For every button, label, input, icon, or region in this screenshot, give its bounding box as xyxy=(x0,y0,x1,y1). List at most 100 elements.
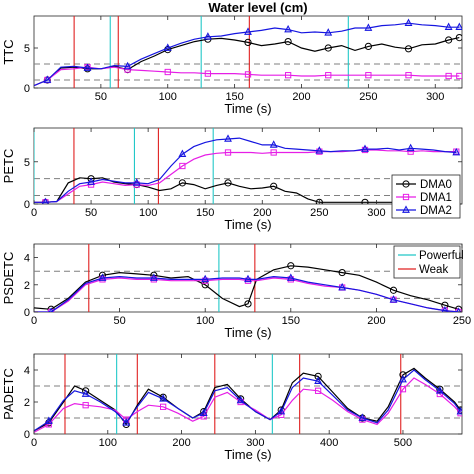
dma2-marker xyxy=(277,406,286,415)
dma2-marker xyxy=(404,18,413,27)
x-tick-label: 150 xyxy=(225,91,243,103)
y-axis-label: PADETC xyxy=(1,368,16,420)
x-tick-label: 100 xyxy=(159,91,177,103)
panel-padetc: 0 100 200 300 400 500 0 2 4 Time (s) PADETC xyxy=(1,353,463,462)
dma0-line xyxy=(34,177,457,203)
x-tick-label: 200 xyxy=(172,437,190,449)
dma2-marker xyxy=(178,149,187,158)
dma0-marker xyxy=(270,182,278,190)
plot-area xyxy=(34,354,462,434)
dma0-marker xyxy=(445,36,453,44)
dma0-marker xyxy=(314,372,322,380)
x-tick-label: 500 xyxy=(394,437,412,449)
axes-frame xyxy=(33,353,463,435)
y-axis-label: PSDETC xyxy=(1,252,16,305)
dma2-marker xyxy=(269,140,278,148)
legend-label: DMA2 xyxy=(420,205,452,217)
dma1-line xyxy=(34,149,457,203)
x-tick-label: 300 xyxy=(367,207,385,219)
legend-label: DMA0 xyxy=(420,179,452,191)
dma2-line xyxy=(34,22,460,87)
dma1-marker xyxy=(164,68,171,76)
plot-area xyxy=(34,16,462,88)
x-tick-label: 0 xyxy=(31,437,37,449)
dma1-marker xyxy=(365,72,372,79)
dma2-marker xyxy=(87,177,95,185)
dma2-marker xyxy=(236,395,245,404)
figure-title: Water level (cm) xyxy=(208,0,307,15)
dma0-marker xyxy=(338,268,346,277)
dma0-marker xyxy=(455,34,462,42)
y-tick-label: 5 xyxy=(24,157,30,169)
legend-marker xyxy=(402,180,410,188)
dma1-marker xyxy=(179,162,186,170)
dma2-marker xyxy=(224,134,232,142)
x-tick-label: 250 xyxy=(359,91,377,103)
dma2-marker xyxy=(456,406,462,415)
dma2-marker xyxy=(456,307,462,312)
dma2-marker xyxy=(315,146,324,154)
dma1-marker xyxy=(204,70,212,77)
y-tick-label: 0 xyxy=(24,199,30,211)
x-tick-label: 200 xyxy=(253,207,271,219)
dma0-marker xyxy=(178,179,186,187)
y-tick-label: 0 xyxy=(24,429,30,441)
dma2-marker xyxy=(81,389,90,397)
x-tick-label: 150 xyxy=(282,315,300,327)
dma0-marker xyxy=(315,198,323,204)
dma2-marker xyxy=(358,413,367,421)
dma2-marker xyxy=(444,22,453,31)
dma2-marker xyxy=(163,43,172,51)
dma0-marker xyxy=(284,38,292,46)
y-tick-label: 2 xyxy=(24,397,30,409)
x-tick-label: 400 xyxy=(320,437,338,449)
x-axis-label: Time (s) xyxy=(224,217,271,232)
dma0-marker xyxy=(399,371,407,379)
dma0-marker xyxy=(389,286,398,294)
dma0-line xyxy=(34,265,459,310)
legend-marker xyxy=(402,193,410,201)
dma1-marker xyxy=(456,72,462,80)
panel-ttc: 50 100 150 200 250 300 0 5 Time (s) TTC xyxy=(1,15,463,116)
dma1-marker xyxy=(224,149,232,156)
legend-marker xyxy=(402,205,410,213)
dma2-marker xyxy=(441,306,449,312)
dma2-marker xyxy=(44,416,53,425)
x-tick-label: 300 xyxy=(246,437,264,449)
x-axis-label: Time (s) xyxy=(224,325,271,340)
x-tick-label: 150 xyxy=(196,207,214,219)
dma2-marker xyxy=(284,24,293,33)
dma0-marker xyxy=(244,300,252,308)
x-tick-label: 0 xyxy=(31,315,37,327)
dma0-marker xyxy=(287,262,295,270)
legend-label: DMA1 xyxy=(420,192,452,204)
dma2-marker xyxy=(199,408,208,417)
dma2-marker xyxy=(48,307,54,312)
x-tick-label: 250 xyxy=(453,315,471,327)
legend-label: Weak xyxy=(419,264,448,276)
x-tick-label: 50 xyxy=(113,315,125,327)
dma2-line xyxy=(34,137,457,203)
x-tick-label: 50 xyxy=(95,91,107,103)
dma2-marker xyxy=(452,147,461,156)
dma2-line xyxy=(34,275,459,312)
x-tick-label: 200 xyxy=(367,315,385,327)
dma0-marker xyxy=(436,385,444,393)
dma2-marker xyxy=(314,376,323,385)
dma1-marker xyxy=(82,402,89,409)
x-tick-label: 100 xyxy=(139,207,157,219)
dma0-marker xyxy=(224,179,232,187)
dma2-marker xyxy=(159,394,168,402)
dma1-marker xyxy=(399,386,407,393)
dma1-marker xyxy=(160,403,167,410)
dma2-marker xyxy=(203,32,212,40)
dma2-marker xyxy=(399,374,407,383)
x-tick-label: 100 xyxy=(99,437,117,449)
x-tick-label: 50 xyxy=(85,207,97,219)
x-axis-label: Time (s) xyxy=(224,447,271,462)
dma2-marker xyxy=(364,23,373,31)
dma2-marker xyxy=(83,63,92,71)
dma2-marker xyxy=(324,28,333,36)
dma2-marker xyxy=(122,418,131,426)
dma1-marker xyxy=(244,71,252,78)
